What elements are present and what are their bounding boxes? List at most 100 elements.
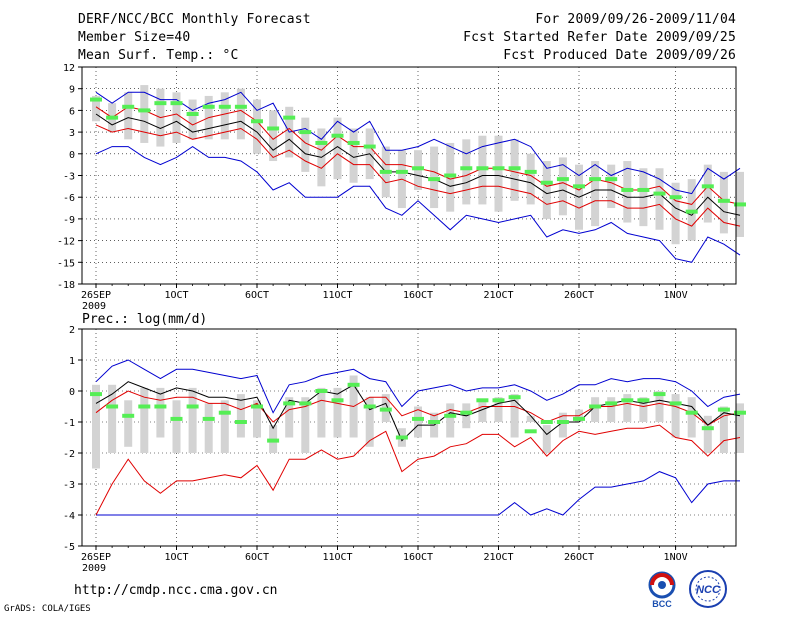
variable-label: Mean Surf. Temp.: °C <box>78 48 239 63</box>
panel2-median-mark <box>734 410 746 415</box>
panel2-median-mark <box>412 416 424 421</box>
panel1-xtick-label: 26SEP <box>81 290 111 301</box>
panel2-frame <box>81 328 737 547</box>
panel1-ytick-label: 12 <box>63 63 75 74</box>
panel1-median-mark <box>315 140 328 145</box>
panel2-median-mark <box>669 401 682 406</box>
panel1-median-mark <box>460 166 473 171</box>
panel2-median-mark <box>508 395 521 400</box>
panel2-median-mark <box>299 401 312 406</box>
panel2-median-mark <box>476 398 489 403</box>
panel2-ytick-label: -1 <box>63 418 75 429</box>
bcc-logo: BCC <box>648 571 676 609</box>
panel2-ensemble-min-line <box>96 471 740 516</box>
panel1-ensemble-mean-line <box>95 113 741 216</box>
panel1-median-mark <box>395 169 408 174</box>
panel2-xtick-label: 1OCT <box>164 552 188 563</box>
panel2-median-mark <box>106 404 119 409</box>
panel1-median-mark <box>90 97 102 102</box>
panel1-ytick-label: 3 <box>69 128 75 139</box>
panel2-spread-box <box>736 403 744 453</box>
panel2-median-mark <box>395 435 408 440</box>
panel1-xtick-label: 1NOV <box>664 290 688 301</box>
panel1-median-mark <box>299 130 312 135</box>
panel2-median-mark <box>524 429 537 434</box>
panel1-xtick-label: 6OCT <box>245 290 269 301</box>
panel1-median-mark <box>154 101 167 106</box>
panel2-spread-box <box>236 394 245 438</box>
panel1-median-mark <box>685 209 698 214</box>
panel2-median-mark <box>428 420 441 424</box>
panel1-median-mark <box>106 115 119 120</box>
panel1-median-mark <box>717 198 730 203</box>
panel2-xtick-label: 21OCT <box>483 552 513 563</box>
panel1-median-mark <box>267 126 280 131</box>
panel1-median-mark <box>734 202 746 207</box>
panel1-spread-box <box>703 164 712 223</box>
panel2-ytick-label: 0 <box>69 387 75 398</box>
panel2-median-mark <box>444 413 457 418</box>
panel2-spread-box <box>478 400 487 422</box>
panel2-ytick-label: 1 <box>69 356 75 367</box>
panel1-median-mark <box>508 166 521 171</box>
panel1-spread-box <box>494 135 503 212</box>
panel2-ytick-label: -5 <box>63 542 75 553</box>
panel1-spread-box <box>607 164 616 209</box>
panel1-xtick-label: 21OCT <box>483 290 513 301</box>
grads-credit: GrADS: COLA/IGES <box>4 604 91 614</box>
panel2-ytick-label: -4 <box>63 511 75 522</box>
panel1-ytick-label: 9 <box>69 85 75 96</box>
ncc-logo-text: NCC <box>696 584 721 596</box>
panel2-ytick-label: 2 <box>69 325 75 336</box>
panel1-spread-lower-line <box>95 124 741 227</box>
panel2-median-mark <box>283 401 296 406</box>
panel2-spread-box <box>703 415 712 453</box>
panel1-median-mark <box>556 177 569 182</box>
panel2-spread-box <box>623 394 632 422</box>
panel1-median-mark <box>669 195 682 200</box>
panel1-spread-box <box>172 92 181 143</box>
bcc-logo-text: BCC <box>652 599 672 609</box>
panel1-xtick-label: 26OCT <box>564 290 594 301</box>
panel2-spread-box <box>494 397 503 422</box>
panel1-spread-box <box>188 99 197 140</box>
panel1-median-mark <box>122 104 135 109</box>
panel2-spread-lower-line <box>95 424 741 516</box>
panel2-median-mark <box>331 398 344 403</box>
panel1-spread-box <box>253 99 261 154</box>
panel2-median-mark <box>154 404 167 409</box>
panel1-median-mark <box>379 169 392 174</box>
panel2-median-mark <box>122 413 135 418</box>
panel1-median-mark <box>653 191 666 196</box>
panel2-title: Prec.: log(mm/d) <box>82 312 207 327</box>
panel1-spread-box <box>655 168 664 230</box>
panel1-median-mark <box>218 104 231 109</box>
panel1-median-mark <box>186 112 199 117</box>
panel2-ensemble-max-line <box>95 359 741 414</box>
panel2-median-mark <box>621 398 634 403</box>
panel1-spread-box <box>671 182 680 245</box>
panel1-median-mark <box>347 140 360 145</box>
panel2-median-mark <box>605 401 618 406</box>
panel1-ytick-label: -12 <box>57 237 75 248</box>
panel2-spread-box <box>719 406 728 453</box>
panel2-median-mark <box>637 398 650 403</box>
panel2-median-mark <box>347 382 360 387</box>
panel2-median-mark <box>170 416 183 421</box>
panel1-ytick-label: -15 <box>57 258 75 269</box>
panel1-spread-box <box>591 161 600 227</box>
panel2-median-mark <box>701 426 714 431</box>
panel1-spread-box <box>333 117 342 180</box>
panel1-median-mark <box>283 115 296 120</box>
panel1-spread-box <box>269 110 278 162</box>
panel1-ytick-label: -6 <box>63 193 75 204</box>
panel2-spread-box <box>639 397 648 422</box>
panel1-spread-box <box>462 139 471 205</box>
source-url[interactable]: http://cmdp.ncc.cma.gov.cn <box>74 583 278 598</box>
panel2-median-mark <box>717 407 730 412</box>
panel2-median-mark <box>267 438 280 443</box>
panel2-xtick-label: 26SEP <box>81 552 111 563</box>
panel1-ytick-label: 6 <box>69 106 75 117</box>
panel1-spread-box <box>236 88 245 140</box>
panel1-year-label: 2009 <box>82 301 106 312</box>
